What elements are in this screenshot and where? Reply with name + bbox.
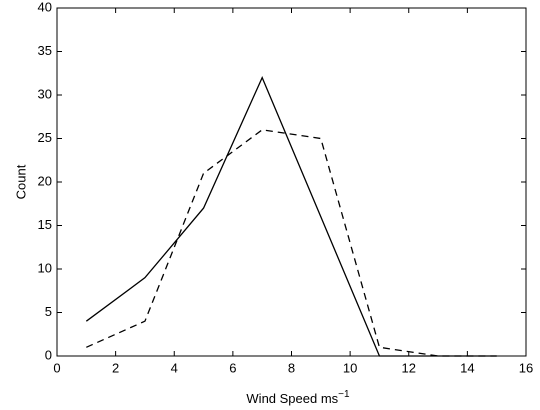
y-tick-label: 35	[38, 43, 52, 58]
plot-frame	[56, 7, 527, 357]
x-tick-label: 2	[112, 360, 119, 375]
x-tick-label: 4	[171, 360, 178, 375]
y-tick-label: 0	[45, 347, 52, 362]
x-axis-label: Wind Speed ms−1	[246, 389, 350, 407]
x-tick-label: 0	[53, 360, 60, 375]
y-tick-label: 25	[38, 130, 52, 145]
x-axis-label-text: Wind Speed ms	[246, 391, 338, 406]
y-tick-label: 10	[38, 260, 52, 275]
x-axis-label-exponent: −1	[338, 389, 350, 400]
y-tick-label: 40	[38, 0, 52, 14]
x-tick-label: 8	[288, 360, 295, 375]
y-axis-label: Count	[13, 164, 28, 199]
series-line	[85, 75, 497, 357]
x-tick-label: 10	[343, 360, 357, 375]
y-tick-label: 20	[38, 173, 52, 188]
y-tick-label: 15	[38, 217, 52, 232]
x-tick-label: 6	[229, 360, 236, 375]
x-tick-label: 14	[460, 360, 474, 375]
x-tick-label: 12	[402, 360, 416, 375]
y-tick-label: 30	[38, 86, 52, 101]
x-tick-label: 16	[519, 360, 533, 375]
y-tick-label: 5	[45, 304, 52, 319]
series-line	[86, 129, 497, 357]
